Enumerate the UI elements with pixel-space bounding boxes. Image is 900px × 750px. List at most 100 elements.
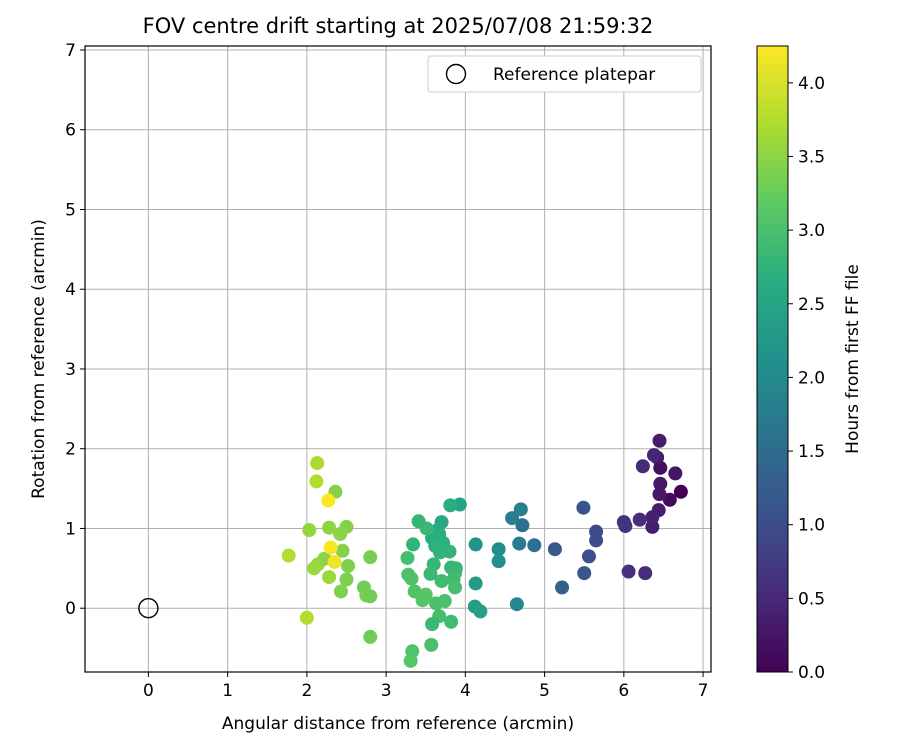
x-tick-label: 4	[460, 681, 471, 701]
reference-marker	[138, 598, 159, 619]
data-point	[302, 523, 317, 538]
colorbar-tick-label: 2.5	[798, 295, 825, 315]
data-point	[321, 493, 336, 508]
data-point	[322, 520, 337, 535]
data-point	[333, 527, 348, 542]
data-point	[653, 476, 668, 491]
data-point	[621, 564, 636, 579]
data-point	[638, 566, 653, 581]
data-point	[673, 484, 688, 499]
data-point	[363, 629, 378, 644]
x-tick-label: 0	[143, 681, 154, 701]
data-point	[323, 540, 338, 555]
data-point	[310, 456, 325, 471]
y-tick-label: 6	[65, 121, 76, 141]
data-point	[645, 519, 660, 534]
data-point	[632, 512, 647, 527]
data-point	[491, 542, 506, 557]
data-point	[448, 580, 463, 595]
colorbar-tick-label: 2.0	[798, 368, 825, 388]
data-point	[468, 576, 483, 591]
x-tick-label: 6	[618, 681, 629, 701]
data-point	[645, 510, 660, 525]
x-axis-label: Angular distance from reference (arcmin)	[222, 714, 574, 734]
data-point	[434, 574, 449, 589]
data-point	[363, 550, 378, 565]
data-point	[425, 617, 440, 632]
x-tick-label: 2	[301, 681, 312, 701]
data-point	[429, 596, 444, 611]
data-point	[513, 502, 528, 517]
y-tick-label: 1	[65, 519, 76, 539]
y-axis-label: Rotation from reference (arcmin)	[29, 219, 49, 499]
data-point	[509, 597, 524, 612]
data-point	[515, 518, 530, 533]
grid-lines	[85, 46, 711, 672]
data-point	[339, 572, 354, 587]
data-point	[555, 580, 570, 595]
data-point	[473, 604, 488, 619]
data-point	[363, 589, 378, 604]
y-tick-label: 0	[65, 599, 76, 619]
data-point	[618, 519, 633, 534]
reference-layer	[138, 598, 159, 619]
data-point	[652, 487, 667, 502]
x-tick-label: 5	[539, 681, 550, 701]
data-point	[527, 538, 542, 553]
data-point	[652, 433, 667, 448]
data-point	[307, 561, 322, 576]
data-points	[281, 433, 688, 668]
data-point	[406, 537, 421, 552]
data-point	[424, 637, 439, 652]
data-point	[512, 536, 527, 551]
data-point	[281, 548, 296, 563]
data-point	[443, 498, 458, 513]
data-point	[646, 448, 661, 463]
data-point	[442, 544, 457, 559]
x-axis-ticks: 0 1 2 3 4 5 6 7	[143, 672, 709, 701]
data-point	[589, 533, 604, 548]
colorbar-tick-label: 1.5	[798, 442, 825, 462]
data-point	[415, 593, 430, 608]
y-axis-ticks: 0 1 2 3 4 5 6 7	[65, 41, 85, 619]
data-point	[341, 558, 356, 573]
data-point	[299, 610, 314, 625]
data-point	[491, 554, 506, 569]
x-tick-label: 1	[222, 681, 233, 701]
colorbar-tick-label: 1.0	[798, 516, 825, 536]
y-tick-label: 3	[65, 360, 76, 380]
x-tick-label: 7	[698, 681, 709, 701]
colorbar-tick-label: 4.0	[798, 74, 825, 94]
data-point	[444, 614, 459, 629]
data-point	[404, 571, 419, 586]
data-point	[668, 466, 683, 481]
data-point	[400, 550, 415, 565]
colorbar-label: Hours from first FF file	[843, 264, 863, 454]
data-point	[547, 542, 562, 557]
legend-box	[427, 55, 702, 93]
data-point	[581, 549, 596, 564]
colorbar-tick-label: 3.0	[798, 221, 825, 241]
data-point	[635, 459, 650, 474]
colorbar-tick-label: 0.5	[798, 589, 825, 609]
data-point	[577, 566, 592, 581]
legend-marker	[445, 63, 467, 85]
plot-frame	[84, 45, 712, 673]
y-tick-label: 2	[65, 440, 76, 460]
legend: Reference platepar	[427, 55, 702, 93]
data-point	[505, 511, 520, 526]
data-point	[411, 514, 426, 529]
data-point	[333, 584, 348, 599]
colorbar-ticks: 0.0 0.5 1.0 1.5 2.0 2.5 3.0 3.5 4.0	[788, 74, 825, 683]
data-point	[662, 492, 677, 507]
y-tick-label: 4	[65, 280, 76, 300]
y-tick-label: 5	[65, 200, 76, 220]
data-point	[322, 570, 337, 585]
colorbar-tick-label: 0.0	[798, 663, 825, 683]
data-point	[309, 474, 324, 489]
x-tick-label: 3	[381, 681, 392, 701]
y-tick-label: 7	[65, 41, 76, 61]
data-point	[468, 537, 483, 552]
data-point	[576, 500, 591, 515]
